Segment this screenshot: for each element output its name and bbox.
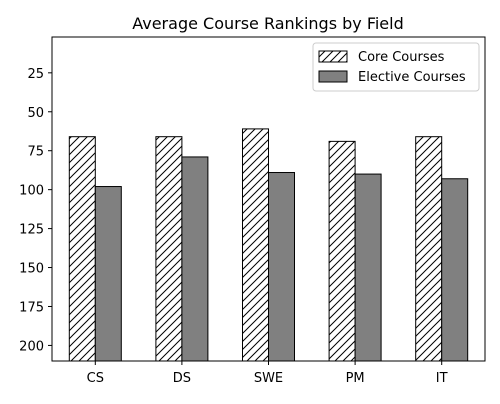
- x-tick-label: PM: [346, 371, 365, 386]
- x-tick-label: DS: [173, 371, 191, 386]
- chart-title: Average Course Rankings by Field: [132, 14, 404, 33]
- legend-swatch-core: [319, 51, 347, 62]
- bar-ds-core: [156, 137, 182, 361]
- y-tick-label: 75: [27, 145, 44, 160]
- legend-label-elective: Elective Courses: [358, 70, 466, 85]
- x-tick-label: CS: [87, 371, 104, 386]
- y-tick-label: 100: [19, 184, 44, 199]
- x-axis: CS DS SWE PM IT: [87, 361, 448, 386]
- bar-pm-core: [329, 141, 355, 361]
- y-tick-label: 125: [19, 223, 44, 238]
- y-tick-label: 50: [27, 106, 44, 121]
- bar-cs-core: [69, 137, 95, 361]
- legend-swatch-elective: [319, 71, 347, 82]
- bars-group: [69, 129, 467, 361]
- y-tick-label: 25: [27, 67, 44, 82]
- legend-label-core: Core Courses: [358, 50, 445, 65]
- bar-it-core: [416, 137, 442, 361]
- bar-it-elective: [442, 179, 468, 361]
- bar-ds-elective: [182, 157, 208, 361]
- x-tick-label: SWE: [254, 371, 283, 386]
- bar-swe-elective: [269, 173, 295, 361]
- legend: Core Courses Elective Courses: [313, 43, 479, 91]
- bar-cs-elective: [95, 187, 121, 361]
- bar-swe-core: [243, 129, 269, 361]
- y-tick-label: 175: [19, 300, 44, 315]
- y-tick-label: 150: [19, 262, 44, 277]
- y-axis: 25 50 75 100 125 150 175 200: [19, 67, 52, 355]
- x-tick-label: IT: [436, 371, 448, 386]
- bar-pm-elective: [355, 174, 381, 361]
- y-tick-label: 200: [19, 339, 44, 354]
